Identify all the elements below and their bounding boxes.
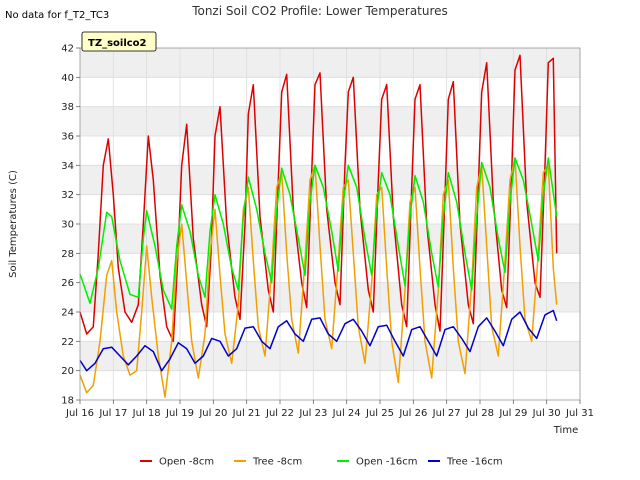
plot-band (80, 165, 580, 195)
x-tick-label: Jul 23 (298, 408, 327, 419)
x-tick-label: Jul 31 (565, 408, 594, 419)
y-tick-label: 20 (61, 366, 74, 377)
series-line-open-8cm (79, 54, 558, 343)
site-badge: TZ_soilco2 (81, 31, 157, 52)
x-axis-ticks: Jul 16 Jul 17 Jul 18 Jul 19 Jul 20 Jul 21 Jul … (65, 400, 594, 419)
x-tick-label: Jul 20 (198, 408, 227, 419)
x-tick-label: Jul 21 (232, 408, 261, 419)
legend-label-open-8cm: Open -8cm (159, 457, 214, 468)
x-tick-label: Jul 28 (465, 408, 494, 419)
no-data-note: No data for f_T2_TC3 (5, 10, 109, 21)
x-tick-label: Jul 17 (98, 408, 127, 419)
site-badge-label: TZ_soilco2 (88, 38, 147, 49)
y-tick-label: 24 (61, 308, 74, 319)
x-tick-label: Jul 30 (532, 408, 561, 419)
series-layer (79, 54, 558, 398)
x-tick-label: Jul 22 (265, 408, 294, 419)
y-tick-label: 18 (61, 396, 74, 407)
y-tick-label: 36 (61, 132, 74, 143)
x-tick-label: Jul 18 (132, 408, 161, 419)
x-tick-label: Jul 29 (498, 408, 527, 419)
series-line-tree-16cm (79, 309, 558, 372)
plot-band (80, 282, 580, 312)
y-axis-title: Soil Temperatures (C) (8, 170, 19, 278)
y-axis-ticks: 18 20 22 24 26 28 30 32 34 36 38 40 42 (61, 44, 80, 407)
legend-label-open-16cm: Open -16cm (356, 457, 417, 468)
series-line-open-16cm (79, 157, 558, 310)
y-tick-label: 38 (61, 102, 74, 113)
x-tick-label: Jul 25 (365, 408, 394, 419)
x-tick-label: Jul 26 (398, 408, 427, 419)
x-tick-label: Jul 16 (65, 408, 94, 419)
plot-band (80, 136, 580, 166)
y-tick-label: 22 (61, 337, 74, 348)
y-tick-label: 28 (61, 249, 74, 260)
y-tick-label: 30 (61, 220, 74, 231)
x-tick-label: Jul 24 (332, 408, 361, 419)
x-tick-label: Jul 19 (165, 408, 194, 419)
y-tick-label: 34 (61, 161, 74, 172)
chart-title: Tonzi Soil CO2 Profile: Lower Temperatur… (191, 4, 448, 18)
y-tick-label: 40 (61, 73, 74, 84)
legend: Open -8cm Tree -8cm Open -16cm Tree -16cm (140, 457, 503, 468)
plot-band (80, 77, 580, 107)
plot-band (80, 370, 580, 400)
plot-band (80, 106, 580, 136)
x-axis-title: Time (553, 425, 578, 436)
x-tick-label: Jul 27 (432, 408, 461, 419)
y-tick-label: 26 (61, 278, 74, 289)
y-tick-label: 32 (61, 190, 74, 201)
plot-band (80, 253, 580, 283)
legend-label-tree-16cm: Tree -16cm (446, 457, 503, 468)
y-tick-label: 42 (61, 44, 74, 55)
plot-band (80, 48, 580, 78)
site-badge-box (81, 31, 157, 52)
legend-label-tree-8cm: Tree -8cm (252, 457, 302, 468)
